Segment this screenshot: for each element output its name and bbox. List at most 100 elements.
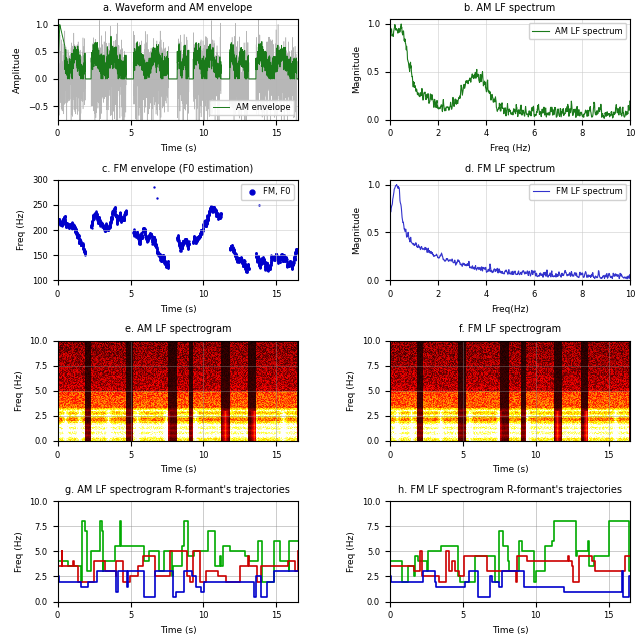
FM, F0: [209, 207, 220, 217]
FM, F0: [94, 214, 104, 225]
FM, F0: [254, 259, 264, 269]
FM, F0: [275, 251, 285, 261]
FM, F0: [210, 205, 220, 215]
FM, F0: [134, 237, 144, 247]
FM, F0: [154, 248, 164, 259]
FM, F0: [209, 204, 219, 214]
FM, F0: [68, 222, 79, 232]
FM, F0: [271, 252, 282, 262]
FM, F0: [138, 225, 148, 236]
FM, F0: [291, 244, 301, 254]
FM, F0: [160, 258, 170, 268]
FM, F0: [239, 259, 249, 269]
FM, F0: [145, 231, 155, 241]
FM, F0: [257, 257, 268, 267]
FM, F0: [177, 240, 188, 250]
FM LF spectrum: [532, 269, 540, 277]
FM, F0: [159, 259, 170, 269]
FM, F0: [115, 210, 125, 220]
FM, F0: [272, 252, 282, 262]
FM, F0: [116, 212, 126, 223]
FM, F0: [291, 245, 301, 255]
FM, F0: [264, 262, 274, 273]
FM, F0: [281, 252, 291, 262]
FM, F0: [55, 219, 65, 229]
FM, F0: [132, 229, 142, 239]
FM, F0: [230, 251, 241, 261]
FM, F0: [109, 207, 119, 218]
FM, F0: [141, 232, 151, 242]
FM, F0: [149, 232, 159, 242]
FM, F0: [209, 203, 220, 213]
FM, F0: [152, 248, 162, 258]
FM, F0: [282, 259, 292, 269]
FM, F0: [257, 255, 268, 266]
FM, F0: [201, 218, 211, 228]
FM, F0: [198, 223, 209, 234]
FM, F0: [145, 228, 156, 239]
FM, F0: [264, 263, 274, 273]
FM, F0: [108, 207, 118, 218]
FM, F0: [180, 234, 190, 244]
FM, F0: [198, 219, 209, 229]
FM, F0: [77, 239, 87, 250]
FM, F0: [189, 234, 199, 244]
FM, F0: [61, 219, 72, 229]
FM, F0: [193, 233, 204, 243]
FM, F0: [180, 234, 191, 244]
FM, F0: [176, 241, 186, 252]
FM, F0: [287, 262, 297, 272]
FM, F0: [69, 221, 79, 232]
FM, F0: [200, 218, 210, 228]
FM, F0: [98, 221, 108, 231]
FM, F0: [200, 216, 210, 227]
FM, F0: [129, 230, 140, 240]
FM, F0: [280, 255, 291, 265]
FM, F0: [211, 207, 221, 217]
FM, F0: [273, 254, 283, 264]
FM, F0: [281, 253, 291, 264]
FM, F0: [158, 252, 168, 262]
FM, F0: [252, 256, 262, 266]
FM, F0: [150, 241, 161, 251]
FM, F0: [92, 211, 102, 221]
FM, F0: [156, 255, 166, 265]
FM, F0: [90, 210, 100, 220]
FM, F0: [100, 223, 111, 234]
FM, F0: [100, 226, 110, 236]
FM, F0: [140, 232, 150, 242]
FM, F0: [62, 220, 72, 230]
FM, F0: [239, 256, 250, 266]
FM, F0: [269, 252, 280, 262]
FM, F0: [67, 222, 77, 232]
FM, F0: [226, 243, 236, 253]
FM, F0: [154, 250, 164, 260]
AM envelope: [113, 60, 121, 68]
FM, F0: [110, 209, 120, 220]
FM, F0: [284, 261, 294, 271]
FM, F0: [234, 257, 244, 267]
FM, F0: [189, 234, 199, 244]
FM, F0: [159, 253, 169, 263]
FM, F0: [286, 259, 296, 269]
FM, F0: [78, 243, 88, 253]
FM, F0: [264, 262, 274, 273]
FM, F0: [286, 258, 296, 268]
FM, F0: [180, 236, 191, 246]
FM, F0: [225, 243, 235, 253]
FM, F0: [262, 263, 273, 273]
FM, F0: [112, 218, 122, 228]
FM, F0: [111, 210, 121, 220]
FM, F0: [67, 218, 77, 228]
FM, F0: [151, 241, 161, 252]
FM, F0: [227, 241, 237, 252]
FM, F0: [277, 249, 287, 259]
FM, F0: [209, 204, 220, 214]
FM, F0: [119, 211, 129, 221]
FM, F0: [252, 253, 262, 264]
FM, F0: [107, 212, 117, 222]
FM, F0: [154, 250, 164, 260]
FM, F0: [118, 214, 128, 225]
FM, F0: [190, 237, 200, 248]
FM, F0: [190, 236, 200, 246]
